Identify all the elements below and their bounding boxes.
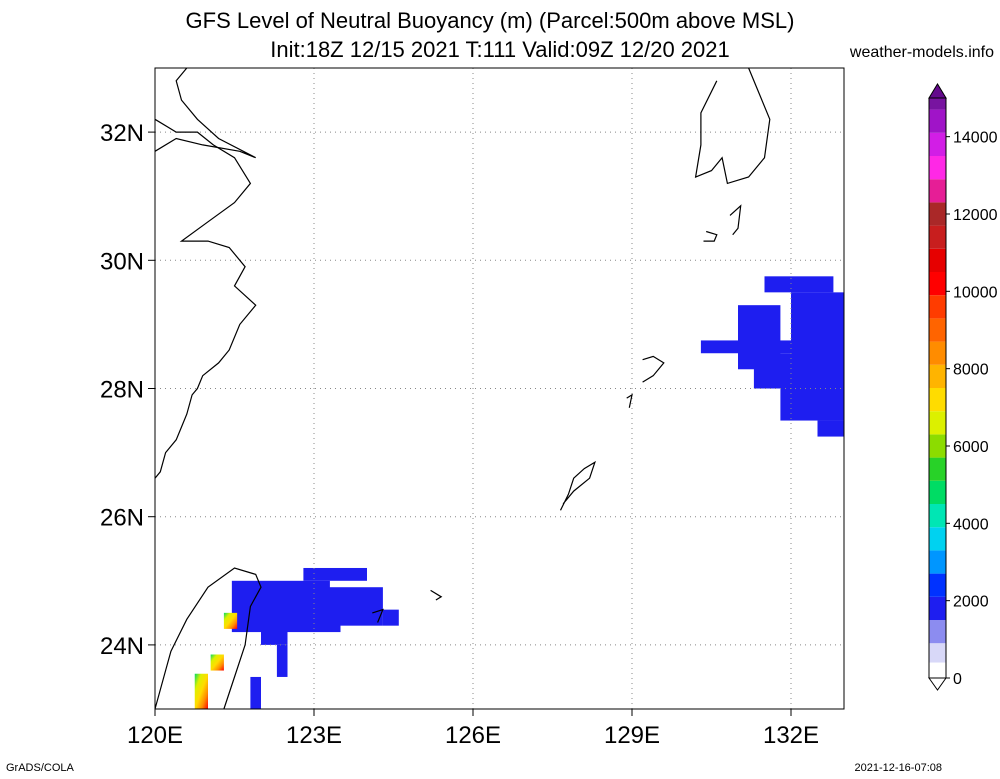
colorbar-swatch [929, 202, 946, 226]
colorbar-swatch [929, 98, 946, 110]
colorbar-swatch [929, 225, 946, 249]
x-tick-label: 120E [127, 722, 183, 749]
buoyancy-cell [287, 619, 341, 633]
y-tick-label: 28N [100, 377, 144, 404]
colorbar-swatch [929, 662, 946, 678]
colorbar-label: 8000 [953, 362, 989, 379]
ishigaki-coastline [372, 608, 384, 623]
colorbar-swatch [929, 434, 946, 458]
colorbar: 0 2000 4000 6000 8000 10000 12000 14000 [928, 83, 998, 691]
colorbar-swatch [929, 643, 946, 663]
colorbar-swatch [929, 179, 946, 203]
colorbar-swatch [929, 573, 946, 597]
footer-credit: GrADS/COLA [6, 762, 74, 774]
colorbar-swatch [929, 550, 946, 574]
lat-lon-grid [155, 68, 844, 709]
colorbar-swatch [929, 364, 946, 388]
amami-oshima-coastline [642, 355, 665, 383]
footer-timestamp: 2021-12-16-07:08 [854, 762, 942, 774]
colorbar-label: 12000 [953, 207, 998, 224]
buoyancy-cell [753, 353, 844, 389]
buoyancy-cell [303, 567, 367, 581]
china-coast-coastline [154, 118, 257, 479]
colorbar-label: 10000 [953, 284, 998, 301]
buoyancy-cell-high [210, 654, 224, 671]
colorbar-max-arrow [928, 83, 947, 99]
coastline-layer [154, 67, 771, 710]
colorbar-swatch [929, 596, 946, 620]
x-tick-label: 126E [445, 722, 501, 749]
colorbar-swatch [929, 504, 946, 528]
colorbar-swatch [929, 248, 946, 272]
colorbar-swatch [929, 388, 946, 412]
colorbar-swatch [929, 341, 946, 365]
buoyancy-cell [276, 644, 288, 677]
colorbar-label: 2000 [953, 594, 989, 611]
buoyancy-cell-high [223, 612, 238, 629]
yakushima-coastline [703, 230, 718, 242]
x-tick-label: 129E [604, 722, 660, 749]
colorbar-swatch [929, 480, 946, 504]
chart-title: GFS Level of Neutral Buoyancy (m) (Parce… [185, 8, 795, 33]
tokunoshima-coastline [626, 393, 633, 408]
buoyancy-cell [780, 388, 844, 421]
colorbar-swatch [929, 132, 946, 156]
colorbar-swatch [929, 295, 946, 319]
buoyancy-cell [261, 619, 288, 645]
colorbar-swatch [929, 272, 946, 296]
taiwan-coastline [154, 567, 262, 710]
y-tick-label: 24N [100, 633, 144, 660]
colorbar-label: 4000 [953, 516, 989, 533]
yangtze-bank-coastline [154, 67, 256, 159]
tanegashima-coastline [729, 204, 742, 236]
buoyancy-cell [700, 340, 844, 354]
colorbar-swatch [929, 318, 946, 342]
colorbar-swatch [929, 527, 946, 551]
x-tick-label: 132E [763, 722, 819, 749]
colorbar-min-arrow [928, 677, 947, 691]
buoyancy-cell [764, 276, 834, 293]
colorbar-frame [928, 97, 947, 679]
colorbar-swatch [929, 620, 946, 644]
chart-subtitle: Init:18Z 12/15 2021 T:111 Valid:09Z 12/2… [270, 37, 730, 62]
colorbar-swatch [929, 156, 946, 180]
brand-label: weather-models.info [849, 44, 994, 61]
y-tick-label: 32N [100, 120, 144, 147]
y-tick-label: 30N [100, 248, 144, 275]
buoyancy-cell [817, 420, 844, 437]
axis-ticks: 120E 123E 126E 129E 132E 24N 26N 28N 30N 32N [100, 120, 819, 749]
buoyancy-cell [250, 676, 261, 709]
okinawa-coastline [559, 460, 596, 511]
colorbar-swatch [929, 457, 946, 481]
colorbar-label: 6000 [953, 439, 989, 456]
colorbar-swatch [929, 411, 946, 435]
colorbar-label: 0 [953, 671, 962, 688]
buoyancy-field-layer [194, 276, 844, 709]
colorbar-swatch [929, 109, 946, 133]
y-tick-label: 26N [100, 505, 144, 532]
buoyancy-cell-high [194, 673, 208, 709]
colorbar-label: 14000 [953, 130, 998, 147]
x-tick-label: 123E [286, 722, 342, 749]
miyako-coastline [430, 589, 443, 601]
buoyancy-cell [382, 609, 399, 626]
kyushu-south-coastline [694, 67, 771, 185]
